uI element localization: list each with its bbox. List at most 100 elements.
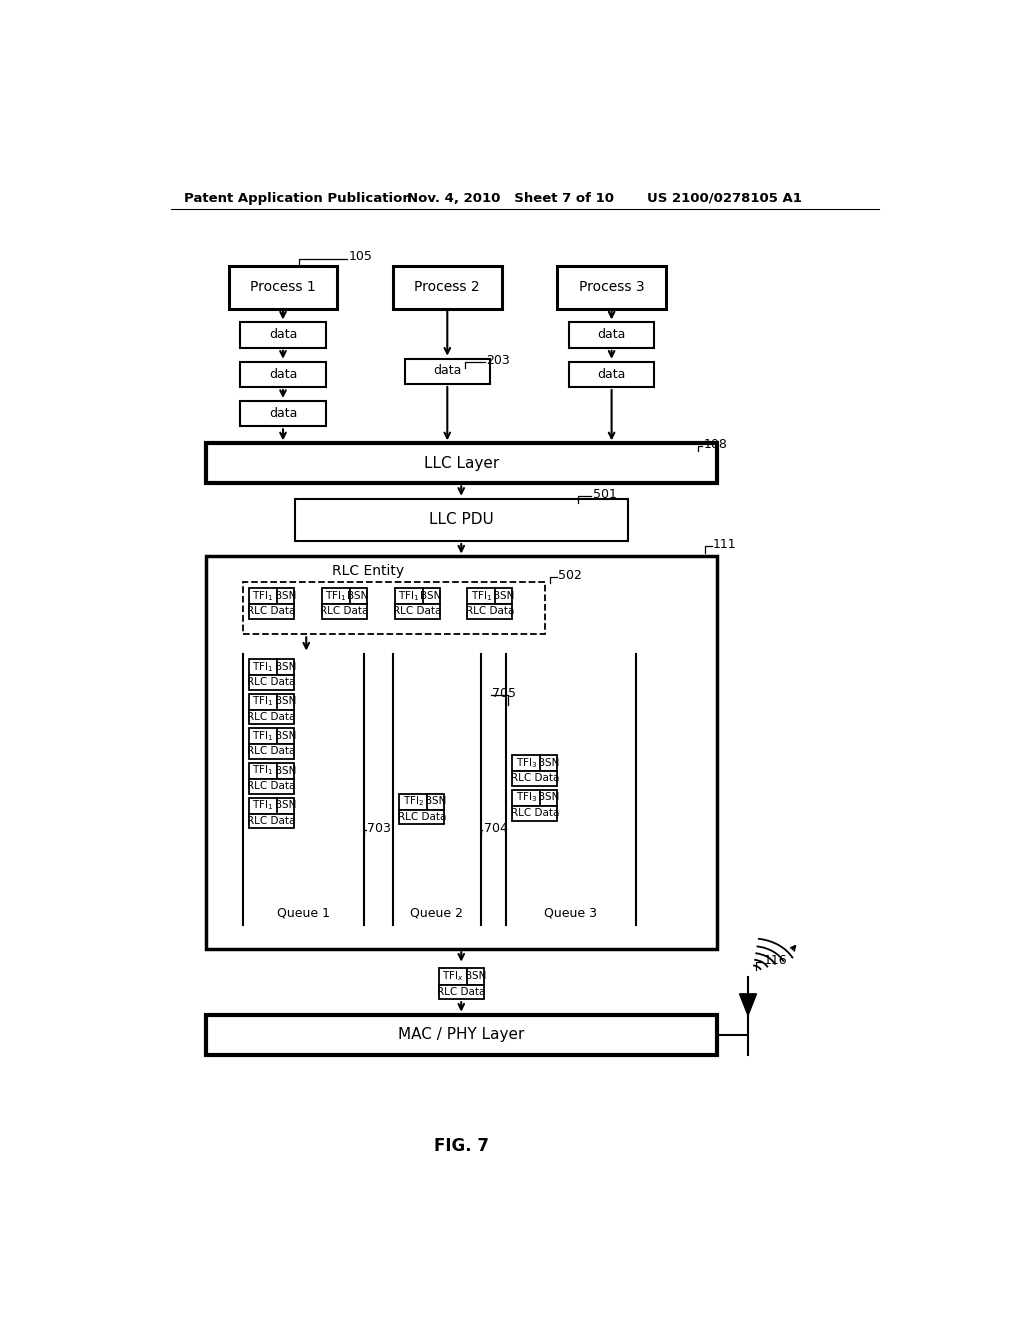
Text: Patent Application Publication: Patent Application Publication	[183, 191, 412, 205]
Text: data: data	[269, 329, 297, 342]
Text: TFI$_1$: TFI$_1$	[325, 589, 346, 603]
Text: RLC Data: RLC Data	[397, 812, 445, 822]
Text: TFI$_1$: TFI$_1$	[252, 694, 273, 708]
Bar	[467, 605, 512, 619]
Text: RLC Data: RLC Data	[437, 986, 485, 997]
Bar	[404, 359, 489, 384]
Text: TFI$_1$: TFI$_1$	[471, 589, 493, 603]
Bar	[249, 779, 294, 793]
Text: 108: 108	[703, 438, 728, 451]
Text: BSN: BSN	[274, 800, 296, 810]
Text: BSN: BSN	[274, 591, 296, 601]
Text: data: data	[269, 407, 297, 420]
Bar	[467, 589, 512, 605]
Text: TFI$_1$: TFI$_1$	[397, 589, 419, 603]
Text: 705: 705	[493, 686, 516, 700]
Text: data: data	[597, 329, 626, 342]
Bar	[249, 693, 294, 710]
Text: 703: 703	[368, 822, 391, 834]
Bar	[399, 793, 444, 810]
Bar	[241, 362, 326, 387]
Bar	[512, 755, 557, 771]
Bar	[438, 969, 483, 985]
Bar	[512, 771, 557, 785]
Bar	[295, 499, 628, 541]
Text: RLC Data: RLC Data	[247, 606, 296, 616]
Text: Queue 3: Queue 3	[544, 907, 597, 920]
Bar	[322, 605, 367, 619]
Text: BSN: BSN	[425, 796, 446, 807]
Text: 501: 501	[593, 488, 616, 502]
Text: RLC Data: RLC Data	[511, 808, 559, 818]
Bar	[206, 557, 717, 949]
Text: FIG. 7: FIG. 7	[434, 1138, 488, 1155]
Text: 203: 203	[486, 354, 510, 367]
Text: BSN: BSN	[420, 591, 441, 601]
Bar	[393, 267, 502, 309]
Text: TFI$_1$: TFI$_1$	[252, 589, 273, 603]
Text: BSN: BSN	[274, 696, 296, 706]
Text: US 2100/0278105 A1: US 2100/0278105 A1	[647, 191, 802, 205]
Bar	[249, 589, 294, 605]
Text: 704: 704	[483, 822, 508, 834]
Bar	[394, 605, 439, 619]
Text: TFI$_3$: TFI$_3$	[515, 756, 538, 770]
Text: data: data	[597, 367, 626, 380]
Polygon shape	[739, 994, 757, 1015]
Text: BSN: BSN	[539, 792, 559, 803]
Text: TFI$_1$: TFI$_1$	[252, 729, 273, 743]
Bar	[249, 813, 294, 829]
Text: RLC Data: RLC Data	[247, 677, 296, 686]
Text: RLC Data: RLC Data	[321, 606, 369, 616]
Text: TFI$_1$: TFI$_1$	[252, 799, 273, 812]
Text: RLC Data: RLC Data	[247, 746, 296, 756]
Bar	[438, 985, 483, 999]
Bar	[249, 744, 294, 759]
Text: 502: 502	[558, 569, 582, 582]
Text: Queue 2: Queue 2	[410, 907, 463, 920]
Text: LLC PDU: LLC PDU	[429, 512, 494, 527]
Text: RLC Data: RLC Data	[393, 606, 441, 616]
Bar	[249, 797, 294, 813]
Bar	[399, 810, 444, 825]
Bar	[241, 322, 326, 348]
Bar	[249, 675, 294, 689]
Text: 116: 116	[764, 954, 787, 968]
Text: BSN: BSN	[539, 758, 559, 768]
Bar	[249, 710, 294, 725]
Text: RLC Data: RLC Data	[247, 711, 296, 722]
Bar	[241, 401, 326, 426]
Text: BSN: BSN	[274, 766, 296, 776]
Bar	[206, 1015, 717, 1055]
Text: Process 2: Process 2	[415, 280, 480, 294]
Bar	[569, 322, 654, 348]
Text: MAC / PHY Layer: MAC / PHY Layer	[398, 1027, 524, 1043]
Bar	[249, 605, 294, 619]
Text: RLC Data: RLC Data	[247, 816, 296, 825]
Text: TFI$_1$: TFI$_1$	[252, 764, 273, 777]
Bar	[557, 267, 666, 309]
Text: TFI$_1$: TFI$_1$	[252, 660, 273, 673]
Bar	[394, 589, 439, 605]
Text: TFI$_3$: TFI$_3$	[515, 791, 538, 804]
Bar	[249, 659, 294, 675]
Text: RLC Data: RLC Data	[511, 774, 559, 783]
Text: 105: 105	[349, 251, 373, 264]
Text: data: data	[433, 364, 462, 378]
Text: BSN: BSN	[494, 591, 515, 601]
Bar	[322, 589, 367, 605]
Text: TFI$_2$: TFI$_2$	[402, 795, 424, 808]
Bar	[569, 362, 654, 387]
Text: BSN: BSN	[347, 591, 369, 601]
Text: RLC Data: RLC Data	[466, 606, 514, 616]
Text: TFI$_x$: TFI$_x$	[441, 969, 464, 983]
Bar	[249, 763, 294, 779]
Text: BSN: BSN	[465, 972, 485, 981]
Text: 111: 111	[713, 539, 736, 552]
Bar	[512, 807, 557, 821]
Bar	[249, 729, 294, 744]
Bar	[228, 267, 337, 309]
Text: Process 1: Process 1	[250, 280, 315, 294]
Text: Queue 1: Queue 1	[276, 907, 330, 920]
Text: LLC Layer: LLC Layer	[424, 455, 499, 471]
